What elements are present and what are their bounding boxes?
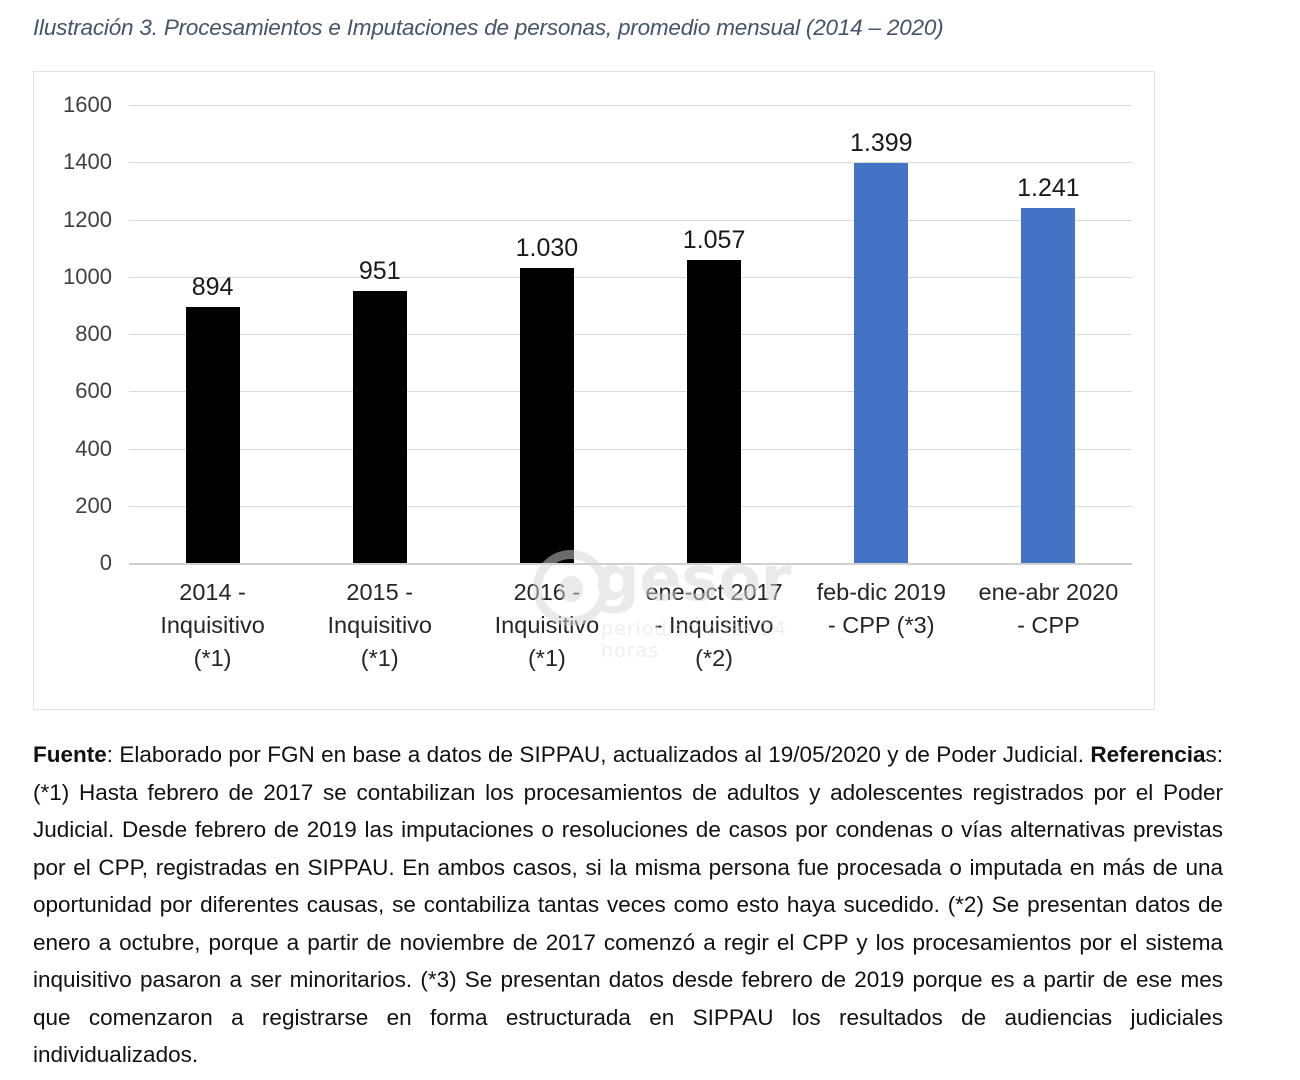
x-axis-category-line: ene-abr 2020 [978, 579, 1119, 605]
footnote-block: Fuente: Elaborado por FGN en base a dato… [33, 736, 1223, 1074]
x-axis-category-line: feb-dic 2019 [816, 579, 946, 605]
gridline [129, 505, 1132, 507]
x-axis-category-line: 2014 - [179, 579, 246, 605]
footnote-references-text: s: (*1) Hasta febrero de 2017 se contabi… [33, 742, 1223, 1067]
x-axis-category-line: (*1) [527, 645, 566, 671]
y-axis-tick-label: 1600 [63, 92, 112, 117]
footnote-source-label: Fuente [33, 742, 107, 767]
x-axis-category-line: 2015 - [346, 579, 414, 605]
y-axis-tick-label: 200 [75, 492, 112, 518]
y-axis-tick-label: 600 [75, 378, 112, 404]
x-axis-category-label: feb-dic 2019 - CPP (*3) [794, 576, 969, 642]
footnote-source-text: : Elaborado por FGN en base a datos de S… [106, 742, 1085, 767]
x-axis-category-line: Inquisitivo [327, 612, 432, 638]
gridline [129, 391, 1132, 393]
x-axis-line [129, 563, 1132, 565]
bar [687, 260, 742, 563]
bar-value-label: 1.030 [515, 234, 579, 263]
x-axis-category-line: - CPP [1017, 612, 1080, 638]
y-axis-tick-label: 400 [75, 435, 112, 461]
gridline [129, 105, 1132, 106]
bar [185, 307, 240, 563]
bar-value-label: 1.399 [849, 128, 913, 157]
y-axis-tick-label: 0 [99, 550, 112, 575]
bar-value-label: 894 [191, 273, 234, 302]
x-axis-category-line: (*1) [360, 645, 399, 671]
chart-container: 0 200 400 600 800 1000 1200 1400 1600 894 951 1.03… [33, 71, 1155, 710]
x-axis-category-line: (*1) [193, 645, 232, 671]
x-axis-category-line: - Inquisitivo [654, 612, 774, 638]
x-axis-category-label: ene-abr 2020 - CPP [961, 576, 1136, 642]
x-axis-category-label: 2015 - Inquisitivo (*1) [292, 576, 467, 675]
bar [519, 268, 574, 563]
gridline [129, 219, 1132, 221]
y-axis-tick-label: 800 [75, 321, 112, 346]
x-axis-category-label: ene-oct 2017 - Inquisitivo (*2) [627, 576, 802, 675]
bar-value-label: 951 [358, 256, 401, 285]
y-axis-tick-label: 1400 [63, 149, 112, 175]
bar-value-label: 1.057 [682, 226, 746, 255]
bar [1021, 207, 1076, 563]
bar [854, 162, 909, 563]
gridline [129, 334, 1132, 335]
figure-title: Ilustración 3. Procesamientos e Imputaci… [33, 15, 944, 40]
x-axis-category-line: Inquisitivo [160, 612, 265, 638]
footnote-references-label: Referencia [1090, 742, 1206, 767]
x-axis-category-label: 2014 - Inquisitivo (*1) [125, 576, 300, 675]
bar [352, 290, 407, 563]
x-axis-category-line: (*2) [695, 645, 734, 671]
x-axis-category-label: 2016 - Inquisitivo (*1) [459, 576, 634, 675]
x-axis-category-line: Inquisitivo [494, 612, 600, 638]
plot-area [129, 105, 1132, 565]
x-axis-category-line: ene-oct 2017 [645, 579, 783, 605]
y-axis-tick-label: 1200 [63, 206, 112, 232]
gridline [129, 162, 1132, 164]
gridline [129, 448, 1132, 450]
gridline [129, 276, 1132, 278]
y-axis-tick-label: 1000 [63, 263, 112, 289]
bar-value-label: 1.241 [1017, 173, 1080, 202]
x-axis-category-line: - CPP (*3) [827, 612, 935, 638]
x-axis-category-line: 2016 - [513, 579, 581, 605]
